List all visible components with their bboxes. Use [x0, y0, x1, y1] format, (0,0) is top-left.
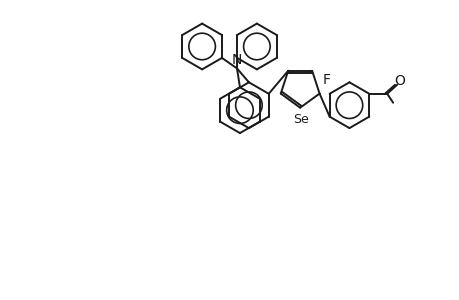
Text: N: N — [231, 53, 241, 67]
Text: O: O — [393, 74, 404, 88]
Text: F: F — [322, 73, 330, 87]
Text: Se: Se — [293, 113, 308, 126]
